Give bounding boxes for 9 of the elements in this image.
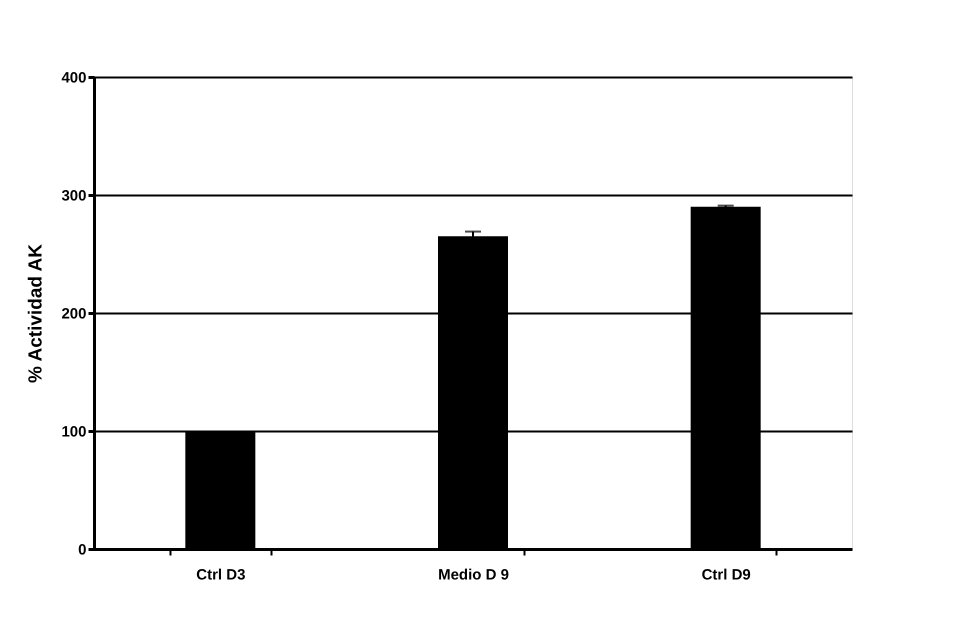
- y-tick-label: 200: [61, 306, 86, 322]
- y-tick-label: 100: [61, 424, 86, 440]
- y-axis-title: % Actividad AK: [25, 244, 46, 384]
- x-tick-label: Ctrl D9: [702, 566, 751, 584]
- x-tick-label: Ctrl D3: [196, 566, 246, 584]
- x-tick-label: Medio D 9: [438, 566, 509, 584]
- y-tick-label: 0: [78, 542, 86, 558]
- y-tick-label: 400: [61, 70, 86, 86]
- y-tick-label: 300: [61, 188, 86, 204]
